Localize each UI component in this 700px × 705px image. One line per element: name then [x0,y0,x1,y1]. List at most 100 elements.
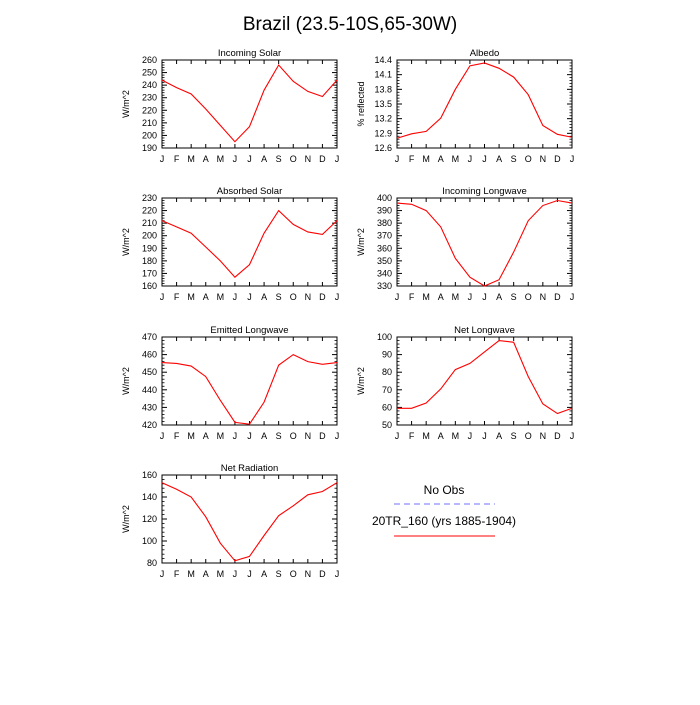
x-tick-label: J [570,292,575,302]
y-axis-label: W/m^2 [121,505,131,533]
x-tick-label: J [395,154,400,164]
y-tick-label: 340 [377,268,392,278]
y-tick-label: 430 [142,402,157,412]
x-tick-label: M [187,292,195,302]
y-tick-label: 390 [377,206,392,216]
y-tick-label: 50 [382,420,392,430]
series-line [397,339,573,415]
panel-title: Incoming Solar [218,48,281,59]
x-tick-label: J [335,569,340,579]
x-tick-label: M [217,154,225,164]
x-tick-label: O [525,431,532,441]
x-tick-label: J [233,154,238,164]
y-tick-label: 200 [142,231,157,241]
x-tick-label: S [276,569,282,579]
y-axis-label: W/m^2 [121,90,131,118]
x-tick-label: F [174,569,180,579]
y-tick-label: 190 [142,243,157,253]
x-tick-label: J [468,154,473,164]
panel-title: Emitted Longwave [210,325,288,336]
x-tick-label: F [174,431,180,441]
x-tick-label: D [554,292,561,302]
series-line [161,482,338,562]
x-tick-label: J [247,154,252,164]
y-tick-label: 230 [142,193,157,203]
x-tick-label: J [160,569,165,579]
y-tick-label: 460 [142,350,157,360]
y-tick-label: 470 [142,332,157,342]
plot-frame [161,59,338,149]
x-tick-label: J [247,569,252,579]
x-tick-label: O [290,569,297,579]
x-tick-label: M [187,569,195,579]
x-tick-label: A [496,292,502,302]
y-tick-label: 350 [377,256,392,266]
x-tick-label: A [438,292,444,302]
y-tick-label: 13.8 [374,84,392,94]
y-tick-label: 200 [142,130,157,140]
y-tick-label: 70 [382,385,392,395]
y-axis-label: W/m^2 [356,367,366,395]
x-tick-label: O [290,292,297,302]
x-tick-label: J [482,292,487,302]
y-tick-label: 220 [142,105,157,115]
x-tick-label: S [511,292,517,302]
x-tick-label: N [540,431,547,441]
x-tick-label: A [261,431,267,441]
y-tick-label: 260 [142,55,157,65]
y-tick-label: 230 [142,93,157,103]
x-tick-label: O [290,154,297,164]
y-tick-label: 120 [142,514,157,524]
y-tick-label: 100 [142,536,157,546]
plot-frame [161,197,338,287]
x-tick-label: A [438,431,444,441]
x-tick-label: A [496,431,502,441]
x-tick-label: J [160,154,165,164]
x-tick-label: S [511,154,517,164]
plot-frame [396,59,573,149]
y-tick-label: 170 [142,268,157,278]
y-tick-label: 60 [382,402,392,412]
series-line [161,209,338,278]
x-tick-label: A [203,292,209,302]
x-tick-label: D [319,569,326,579]
series-line [396,199,573,287]
x-tick-label: A [203,431,209,441]
x-tick-label: F [409,154,415,164]
legend: No Obs 20TR_160 (yrs 1885-1904) [372,483,516,537]
y-tick-label: 420 [142,420,157,430]
x-tick-label: J [233,292,238,302]
y-tick-label: 13.5 [374,99,392,109]
legend-label-no-obs: No Obs [424,483,465,497]
x-tick-label: N [540,154,547,164]
x-tick-label: F [174,154,180,164]
x-tick-label: O [525,292,532,302]
panel-title: Absorbed Solar [217,186,282,197]
x-tick-label: M [422,431,430,441]
x-tick-label: J [482,431,487,441]
y-tick-label: 210 [142,118,157,128]
x-tick-label: O [290,431,297,441]
plot-frame [161,336,338,426]
x-tick-label: J [335,292,340,302]
y-tick-label: 12.9 [374,128,392,138]
y-tick-label: 80 [382,367,392,377]
x-tick-label: M [217,292,225,302]
x-tick-label: J [247,292,252,302]
x-tick-label: N [305,154,312,164]
y-tick-label: 12.6 [374,143,392,153]
x-tick-label: O [525,154,532,164]
x-tick-label: M [452,431,460,441]
x-tick-label: F [409,292,415,302]
y-tick-label: 250 [142,68,157,78]
x-tick-label: S [276,431,282,441]
y-tick-label: 180 [142,256,157,266]
x-tick-label: N [305,292,312,302]
